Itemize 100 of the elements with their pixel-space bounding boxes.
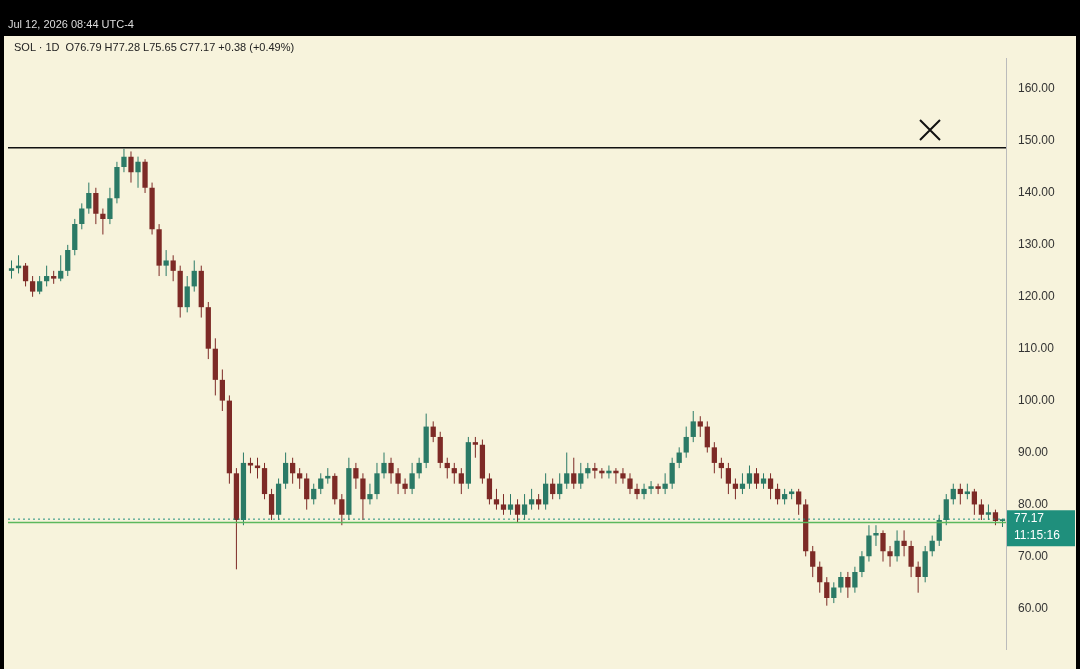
y-tick-label: 110.00 — [1018, 341, 1055, 356]
candlestick — [767, 472, 774, 500]
candlestick — [648, 480, 654, 495]
candlestick — [170, 254, 176, 282]
candlestick — [444, 457, 450, 479]
candlestick — [915, 561, 921, 594]
candlestick — [318, 472, 324, 495]
candlestick — [297, 467, 303, 490]
candlestick — [971, 488, 978, 516]
candlestick — [852, 566, 858, 594]
candlestick — [409, 462, 415, 495]
candlestick — [29, 275, 36, 298]
candlestick — [381, 452, 387, 479]
candlestick — [219, 368, 225, 412]
candlestick — [943, 493, 949, 526]
candlestick — [697, 415, 703, 438]
candlestick — [514, 498, 521, 524]
candlestick — [690, 410, 696, 443]
candlestick — [486, 472, 493, 505]
candlestick — [107, 187, 113, 225]
candlestick — [44, 265, 50, 287]
candlestick — [894, 529, 900, 563]
candlestick — [22, 262, 29, 287]
candlestick — [880, 529, 886, 563]
candlestick — [627, 472, 633, 495]
candlestick — [592, 462, 598, 479]
candlestick — [8, 259, 15, 280]
candlestick — [430, 420, 436, 443]
candlestick — [669, 457, 675, 490]
candlestick — [93, 187, 99, 225]
candlestick — [725, 462, 732, 495]
candlestick — [360, 472, 366, 521]
candlestick — [416, 457, 422, 479]
candlestick — [402, 477, 408, 495]
y-tick-label: 120.00 — [1018, 289, 1056, 304]
y-tick-label: 160.00 — [1018, 81, 1056, 96]
candlestick — [65, 244, 71, 277]
candlestick — [100, 208, 106, 235]
candlestick — [683, 426, 689, 459]
candlestick — [845, 571, 851, 599]
chart-title: SOL · 1D — [14, 41, 60, 53]
y-tick-label: 140.00 — [1018, 185, 1056, 200]
candlestick — [662, 472, 668, 495]
chart-subtitle: O76.79 H77.28 L75.65 C77.17 +0.38 (+0.49%) — [65, 41, 295, 53]
candlestick — [978, 498, 985, 521]
candlestick — [817, 561, 823, 594]
candlestick — [353, 462, 359, 490]
candlestick — [908, 540, 914, 578]
candlestick — [641, 483, 647, 500]
y-tick-label: 80.00 — [1018, 496, 1049, 511]
candlestick — [774, 483, 781, 505]
candlestick — [718, 457, 724, 479]
candlestick — [859, 550, 865, 578]
candlestick — [753, 467, 760, 490]
candlestick — [838, 571, 844, 594]
candlestick — [311, 483, 317, 505]
candlestick — [957, 483, 963, 505]
candlestick — [866, 524, 872, 563]
candlestick — [676, 446, 682, 469]
candlestick — [810, 545, 816, 578]
candlestick — [128, 150, 134, 184]
candlestick — [550, 477, 556, 500]
candlestick — [873, 524, 879, 547]
candlestick — [620, 467, 626, 485]
y-tick-label: 90.00 — [1018, 444, 1049, 459]
candlestick — [395, 467, 401, 495]
candlestick — [493, 488, 500, 511]
y-tick-label: 100.00 — [1018, 392, 1056, 407]
candlestick — [79, 202, 85, 230]
candlestick — [543, 472, 549, 511]
candlestick — [332, 472, 338, 505]
candlestick — [528, 488, 535, 511]
text: Jul 12, 2026 08:44 UTC-4 — [8, 17, 134, 32]
candlestick — [451, 462, 457, 485]
candlestick — [36, 275, 43, 295]
candlestick — [58, 254, 64, 282]
candlestick — [521, 493, 528, 521]
candlestick — [739, 472, 746, 495]
candlestick — [564, 452, 570, 490]
candlestick — [634, 483, 640, 500]
candlestick — [135, 156, 141, 189]
candlestick — [796, 488, 802, 516]
candlestick — [655, 483, 661, 495]
candlestick — [163, 249, 169, 277]
candlestick — [472, 436, 479, 459]
candlestick — [184, 275, 190, 313]
candlestick — [901, 529, 907, 557]
candlestick — [191, 259, 197, 293]
ref-line-label: 77.17 — [1014, 511, 1045, 526]
candlestick — [367, 483, 373, 505]
candlestick — [824, 576, 830, 607]
candlestick — [500, 493, 507, 516]
candlestick — [732, 477, 739, 500]
y-tick-label: 130.00 — [1018, 237, 1056, 252]
candlestick — [304, 472, 310, 511]
candlestick — [507, 493, 514, 516]
candlestick — [290, 457, 296, 485]
candlestick — [268, 488, 275, 521]
candlestick — [86, 182, 92, 215]
candlestick — [571, 457, 577, 490]
